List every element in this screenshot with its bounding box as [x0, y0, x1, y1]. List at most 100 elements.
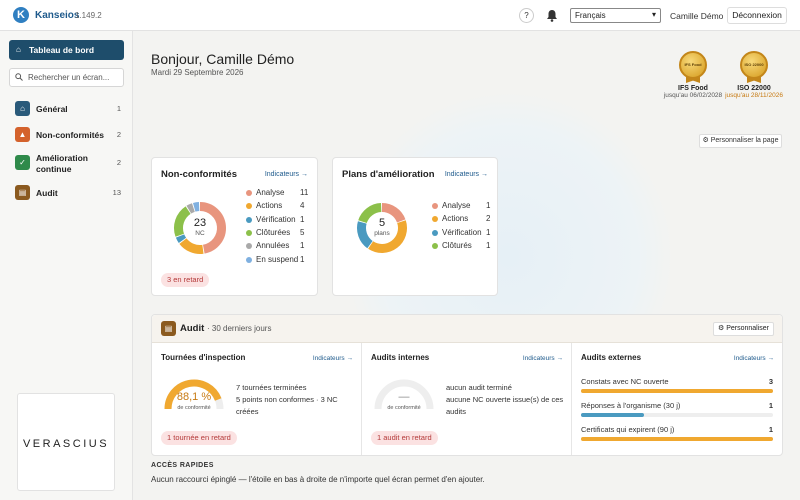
legend-item[interactable]: Analyse 11	[246, 188, 310, 199]
donut-segment-2	[357, 221, 373, 249]
clipboard-icon: ▤	[161, 321, 176, 336]
personalize-page-button[interactable]: ⚙ Personnaliser la page	[699, 134, 782, 148]
legend-item[interactable]: Actions 4	[246, 201, 310, 212]
quick-access-title: ACCÈS RAPIDES	[151, 462, 214, 469]
certification-expiry: jusqu'au 28/11/2026	[725, 92, 783, 99]
legend-item[interactable]: Vérification 1	[432, 228, 496, 239]
brand-name[interactable]: Kanseios	[35, 10, 80, 21]
indicators-link[interactable]: Indicateurs →	[264, 171, 308, 178]
legend-item[interactable]: Analyse 1	[432, 201, 496, 212]
language-value: Français	[575, 11, 606, 20]
nc-total: 23	[193, 217, 207, 229]
personalize-page-label: Personnaliser la page	[710, 137, 779, 144]
sidebar-item-non-conformities[interactable]: ▲ Non-conformités 2	[15, 127, 125, 143]
user-name[interactable]: Camille Démo	[670, 11, 724, 21]
body-responses-row[interactable]: Réponses à l'organisme (30 j) 1	[581, 401, 773, 417]
certification-name: IFS Food	[678, 85, 708, 92]
donut-segment-0	[381, 203, 406, 223]
late-badge[interactable]: 3 en retard	[161, 273, 210, 287]
donut-segment-3	[358, 203, 382, 224]
sidebar-item-label: Amélioration continue	[36, 153, 88, 174]
legend-item[interactable]: Vérification 1	[246, 215, 310, 226]
app-logo-icon[interactable]: K	[13, 7, 29, 23]
sidebar-item-dashboard[interactable]: ⌂ Tableau de bord	[9, 40, 124, 60]
audit-period: · 30 derniers jours	[207, 324, 272, 333]
legend-value: 1	[486, 201, 491, 210]
sidebar-item-general[interactable]: ⌂ Général 1	[15, 101, 125, 117]
legend-dot	[246, 216, 252, 223]
section-title: Tournées d'inspection	[161, 353, 246, 362]
screen-search-input[interactable]: Rechercher un écran...	[9, 68, 124, 87]
sidebar-item-count: 2	[116, 158, 121, 167]
plans-total: 5	[378, 217, 386, 229]
card-title: Non-conformités	[161, 169, 237, 180]
row-bar	[581, 437, 773, 441]
legend-value: 1	[486, 227, 491, 237]
card-title: Plans d'amélioration	[342, 169, 435, 180]
certification-expiry: jusqu'au 06/02/2028	[663, 92, 723, 99]
page-title: Bonjour, Camille Démo	[151, 51, 295, 67]
legend-item[interactable]: Annulées 1	[246, 241, 310, 252]
app-version: 1.149.2	[75, 11, 102, 20]
late-badge[interactable]: 1 audit en retard	[371, 431, 438, 445]
section-title: Audits externes	[581, 353, 642, 362]
nc-unit: NC	[195, 230, 205, 237]
legend-label: Vérification	[256, 214, 296, 224]
compliance-percent: 88,1 %	[176, 391, 212, 403]
expiring-certificates-row[interactable]: Certificats qui expirent (90 j) 1	[581, 425, 773, 441]
open-nc-findings-row[interactable]: Constats avec NC ouverte 3	[581, 377, 773, 393]
sidebar-item-continuous-improvement[interactable]: ✓ Amélioration continue 2	[15, 153, 125, 179]
legend-label: Annulées	[256, 241, 290, 251]
legend-item[interactable]: En suspend 1	[246, 255, 310, 266]
legend-dot	[432, 216, 438, 223]
sidebar-item-label: Tableau de bord	[29, 45, 95, 55]
sidebar-item-count: 1	[116, 104, 121, 113]
row-bar-fill	[581, 389, 773, 393]
warning-icon: ▲	[15, 127, 30, 142]
indicators-link[interactable]: Indicateurs →	[733, 355, 774, 362]
help-button[interactable]: ?	[519, 8, 534, 23]
compliance-gauge	[164, 379, 224, 410]
legend-dot	[246, 203, 252, 210]
legend-value: 2	[486, 214, 491, 224]
certification-medal-icon: ISO 22000	[740, 51, 768, 79]
sidebar-item-audit[interactable]: ▤ Audit 13	[15, 185, 125, 201]
certification-ifs[interactable]: IFS Food IFS Food jusqu'au 06/02/2028	[663, 51, 723, 99]
bell-icon[interactable]	[546, 9, 558, 22]
late-badge[interactable]: 1 tournée en retard	[161, 431, 237, 445]
legend-label: Clôturés	[442, 240, 472, 250]
donut-segment-5	[192, 202, 200, 212]
indicators-link[interactable]: Indicateurs →	[312, 355, 353, 362]
certification-iso[interactable]: ISO 22000 ISO 22000 jusqu'au 28/11/2026	[724, 51, 784, 99]
nc-donut-chart	[174, 202, 226, 254]
row-value: 3	[768, 377, 773, 386]
search-icon	[15, 73, 23, 81]
legend-item[interactable]: Clôturées 5	[246, 228, 310, 239]
indicators-link[interactable]: Indicateurs →	[522, 355, 563, 362]
legend-item[interactable]: Actions 2	[432, 214, 496, 225]
donut-segment-4	[186, 203, 195, 214]
donut-segment-2	[175, 234, 187, 243]
legend-label: Vérification	[442, 227, 482, 237]
compliance-gauge	[374, 379, 434, 410]
audit-title: Audit	[180, 323, 205, 334]
row-value: 1	[768, 425, 773, 434]
main-content: Bonjour, Camille Démo Mardi 29 Septembre…	[134, 31, 800, 500]
trend-icon: ✓	[15, 155, 30, 170]
legend-label: Actions	[442, 214, 469, 224]
indicators-link[interactable]: Indicateurs →	[444, 171, 488, 178]
home-icon: ⌂	[16, 45, 21, 54]
audit-personalize-button[interactable]: ⚙ Personnaliser	[713, 322, 774, 336]
row-label: Réponses à l'organisme (30 j)	[581, 401, 681, 410]
legend-item[interactable]: Clôturés 1	[432, 241, 496, 252]
donut-segment-0	[199, 202, 226, 254]
company-logo: VERASCIUS	[17, 393, 115, 491]
legend-label: En suspend	[256, 254, 299, 264]
language-select[interactable]: Français ▾	[570, 8, 661, 23]
external-audits-section: Audits externes Indicateurs → Constats a…	[572, 343, 782, 455]
legend-dot	[432, 229, 438, 236]
legend-dot	[246, 256, 252, 263]
clipboard-icon: ▤	[15, 185, 30, 200]
logout-button[interactable]: Déconnexion	[727, 7, 787, 24]
chevron-down-icon: ▾	[651, 10, 656, 19]
